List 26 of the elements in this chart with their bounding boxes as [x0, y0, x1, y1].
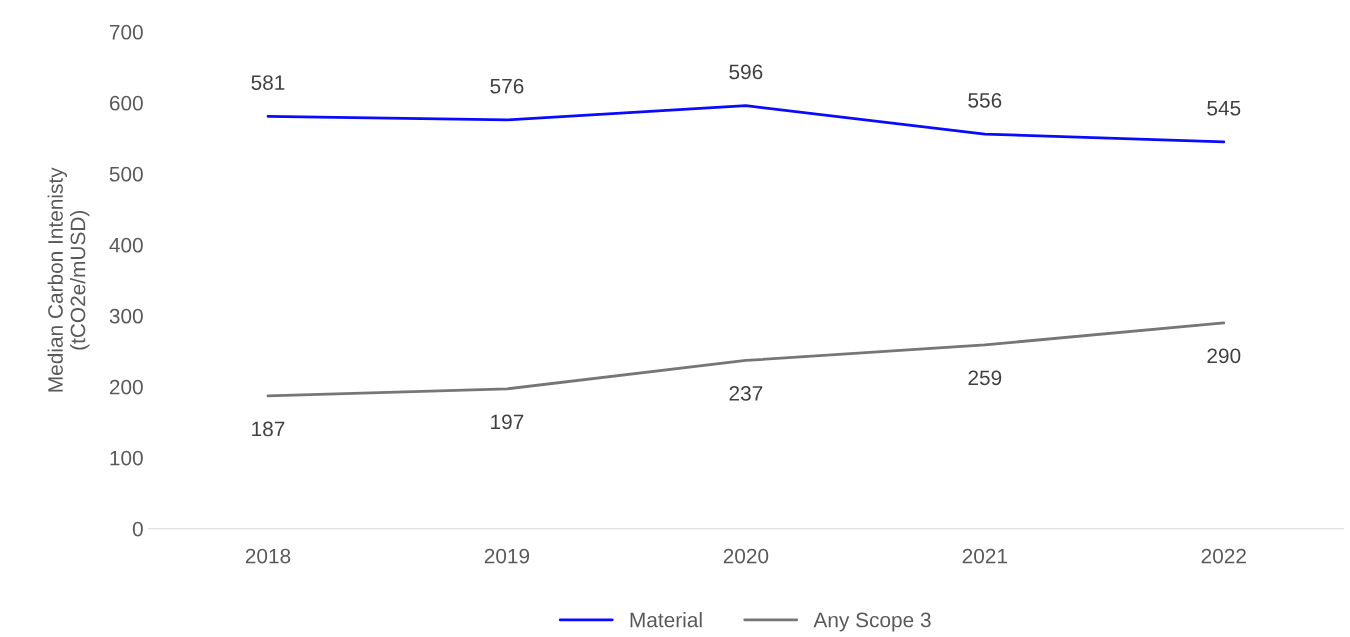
y-tick-label: 0: [132, 521, 143, 537]
data-label: 545: [1207, 100, 1241, 116]
x-tick-label: 2020: [723, 548, 769, 564]
y-tick-label: 400: [109, 237, 143, 253]
y-axis-title: Median Carbon Intenisty (tCO2e/mUSD): [47, 167, 90, 392]
legend-label: Any Scope 3: [813, 612, 931, 632]
data-label: 197: [491, 414, 524, 430]
y-tick-label: 100: [110, 450, 143, 466]
data-label: 290: [1207, 348, 1241, 364]
x-tick-label: 2018: [245, 548, 291, 564]
data-label: 237: [729, 386, 763, 401]
y-tick-label: 300: [109, 308, 143, 324]
x-tick-label: 2021: [962, 548, 1007, 564]
data-label: 187: [252, 421, 285, 437]
data-label: 556: [968, 92, 1002, 108]
data-label: 259: [968, 370, 1002, 386]
legend-label: Material: [630, 612, 702, 628]
data-label: 576: [490, 78, 524, 94]
data-label: 581: [251, 75, 285, 90]
y-tick-label: 200: [109, 379, 143, 395]
y-tick-label: 500: [109, 166, 143, 182]
y-tick-label: 600: [109, 95, 143, 111]
data-label: 596: [729, 64, 763, 80]
x-tick-label: 2022: [1201, 548, 1246, 564]
x-tick-label: 2019: [484, 548, 530, 564]
y-tick-label: 700: [109, 24, 143, 40]
